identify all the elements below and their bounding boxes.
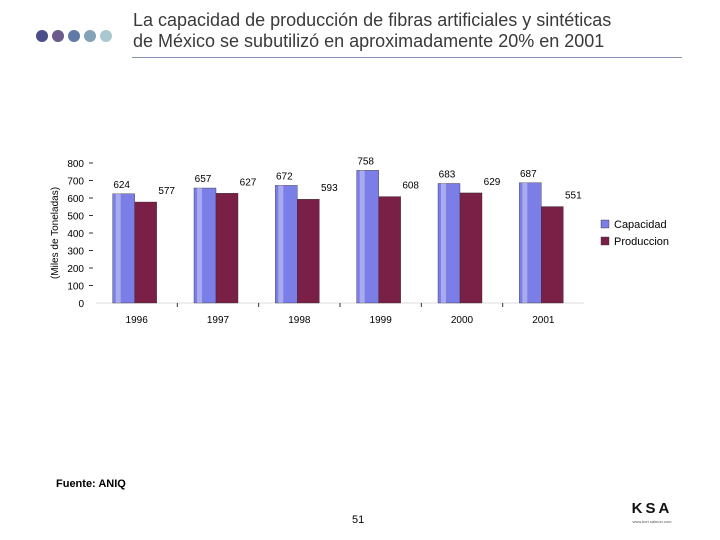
x-tick-label: 1999	[370, 315, 393, 326]
produccion-bar-1996	[134, 201, 157, 304]
data-label: 672	[276, 171, 293, 182]
data-label: 608	[402, 181, 419, 192]
slide-title: La capacidad de producción de fibras art…	[133, 10, 713, 52]
title-divider	[132, 57, 682, 58]
logo-subtext: www.kurt salmon.com	[632, 519, 672, 524]
produccion-bar-1997	[215, 193, 239, 304]
produccion-bar-2000	[459, 192, 483, 304]
y-axis-label: (Miles de Toneladas)	[50, 187, 61, 279]
decorative-dots	[36, 30, 112, 42]
logo-mark: KSA	[631, 500, 673, 517]
dot-2	[52, 30, 64, 42]
y-tick-label: 100	[67, 282, 84, 293]
y-tick-label: 600	[67, 194, 84, 205]
data-label: 551	[565, 191, 582, 202]
produccion-bar-1998	[297, 199, 320, 304]
data-label: 758	[357, 156, 374, 167]
dot-4	[84, 30, 96, 42]
title-line-2: de México se subutilizó en aproximadamen…	[133, 31, 605, 51]
y-tick-label: 300	[67, 247, 84, 258]
y-tick-label: 700	[67, 177, 84, 188]
x-tick-label: 1998	[288, 315, 311, 326]
produccion-bar-1999	[378, 196, 401, 304]
data-label: 593	[321, 183, 338, 194]
dot-1	[36, 30, 48, 42]
y-tick-label: 800	[67, 159, 84, 170]
ksa-logo: KSA www.kurt salmon.com	[620, 500, 684, 524]
data-label: 629	[484, 177, 501, 188]
y-tick-label: 200	[67, 264, 84, 275]
produccion-bar-2001	[541, 206, 564, 304]
data-label: 627	[240, 177, 257, 188]
data-label: 657	[195, 174, 212, 185]
dot-5	[100, 30, 112, 42]
x-tick-label: 2000	[451, 315, 474, 326]
bar-highlight	[522, 182, 528, 303]
page-number: 51	[352, 514, 365, 526]
x-tick-label: 1997	[207, 315, 230, 326]
y-tick-label: 400	[67, 229, 84, 240]
y-tick-label: 500	[67, 212, 84, 223]
bar-highlight	[278, 185, 284, 303]
data-label: 683	[439, 169, 456, 180]
bar-highlight	[359, 170, 365, 303]
x-tick-label: 1996	[126, 315, 149, 326]
legend-swatch-capacidad	[600, 219, 610, 229]
legend-swatch-produccion	[600, 236, 610, 246]
bar-highlight	[441, 183, 446, 303]
bar-highlight	[115, 193, 121, 303]
data-label: 687	[520, 169, 537, 180]
title-line-1: La capacidad de producción de fibras art…	[133, 10, 612, 30]
y-tick-label: 0	[78, 299, 84, 310]
data-label: 577	[158, 186, 175, 197]
dot-3	[68, 30, 80, 42]
source-note: Fuente: ANIQ	[56, 478, 126, 490]
legend-label-capacidad: Capacidad	[614, 219, 667, 231]
bar-highlight	[197, 188, 202, 303]
data-label: 624	[113, 180, 130, 191]
x-tick-label: 2001	[532, 315, 555, 326]
legend-label-produccion: Produccion	[614, 236, 669, 248]
